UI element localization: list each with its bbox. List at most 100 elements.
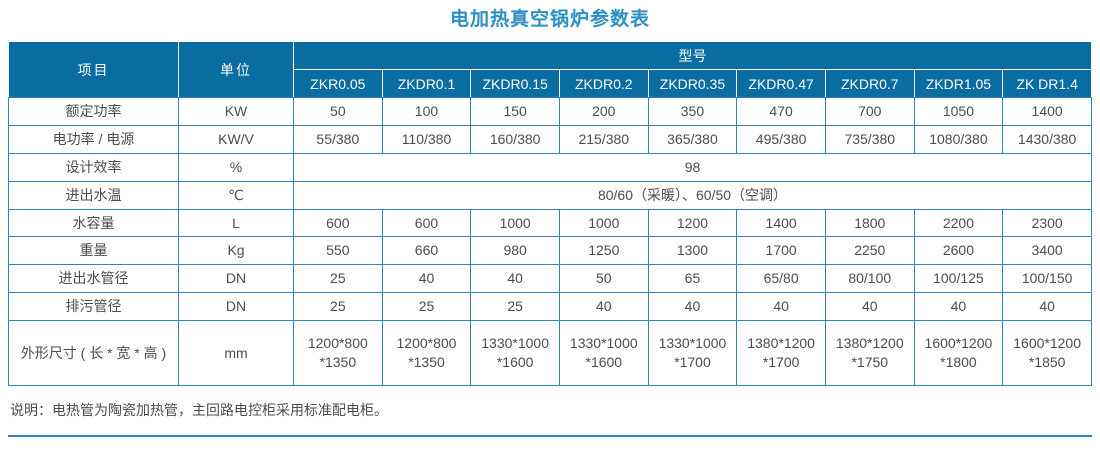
table-row: 水容量 L 600 600 1000 1000 1200 1400 1800 2200 2300 bbox=[8, 208, 1092, 238]
value-cell: 1000 bbox=[470, 208, 560, 238]
value-cell: 1000 bbox=[558, 208, 649, 238]
value-cell: 50 bbox=[293, 97, 383, 126]
row-unit: DN bbox=[178, 292, 294, 322]
value-cell: 700 bbox=[824, 97, 915, 126]
row-item-label: 外形尺寸 ( 长 * 宽 * 高 ) bbox=[8, 320, 179, 387]
value-cell: 40 bbox=[647, 292, 738, 322]
value-cell: 3400 bbox=[1002, 236, 1092, 266]
value-cell: 65/80 bbox=[736, 264, 826, 294]
value-cell: 735/380 bbox=[824, 124, 915, 154]
value-cell: 1330*1000 *1600 bbox=[470, 320, 560, 387]
header-row-group: 项目 单位 型号 bbox=[8, 41, 1092, 98]
model-column-header: ZKDR0.1 bbox=[381, 69, 472, 98]
value-cell: 660 bbox=[381, 236, 472, 266]
model-column-header: ZKDR0.7 bbox=[824, 69, 915, 98]
row-item-label: 排污管径 bbox=[8, 292, 179, 322]
row-unit: mm bbox=[178, 320, 294, 387]
value-cell: 1380*1200 *1700 bbox=[736, 320, 826, 387]
value-cell: 1400 bbox=[736, 208, 826, 238]
model-column-header: ZKDR1.05 bbox=[913, 69, 1004, 98]
model-column-header: ZKDR0.15 bbox=[470, 69, 560, 98]
row-item-label: 水容量 bbox=[8, 208, 179, 238]
table-row: 进出水管径 DN 25 40 40 50 65 65/80 80/100 100/125 100/1… bbox=[8, 264, 1092, 294]
table-row: 外形尺寸 ( 长 * 宽 * 高 ) mm 1200*800 *1350 1200*8… bbox=[8, 320, 1092, 387]
model-column-header: ZKDR0.47 bbox=[736, 69, 826, 98]
merged-value-cell: 98 bbox=[293, 152, 1092, 182]
value-cell: 50 bbox=[558, 264, 649, 294]
table-body: 额定功率 KW 50 100 150 200 350 470 700 1050 1400 电功率 / … bbox=[8, 97, 1092, 387]
value-cell: 1330*1000 *1700 bbox=[647, 320, 738, 387]
boiler-parameters-table: 项目 单位 型号 ZKR0.05 ZKDR0.1 ZKDR0.15 ZKDR0.2 ZK… bbox=[8, 41, 1092, 387]
value-cell: 80/100 bbox=[824, 264, 915, 294]
value-cell: 40 bbox=[736, 292, 826, 322]
value-cell: 350 bbox=[647, 97, 738, 126]
value-cell: 40 bbox=[913, 292, 1004, 322]
row-item-label: 电功率 / 电源 bbox=[8, 124, 179, 154]
table-row: 额定功率 KW 50 100 150 200 350 470 700 1050 1400 bbox=[8, 97, 1092, 126]
row-item-label: 进出水温 bbox=[8, 180, 179, 210]
value-cell: 25 bbox=[381, 292, 472, 322]
value-cell: 1800 bbox=[824, 208, 915, 238]
value-cell: 550 bbox=[293, 236, 383, 266]
value-cell: 1200*800 *1350 bbox=[381, 320, 472, 387]
value-cell: 25 bbox=[293, 292, 383, 322]
value-cell: 200 bbox=[558, 97, 649, 126]
note-text: 说明：电热管为陶瓷加热管，主回路电控柜采用标准配电柜。 bbox=[10, 402, 388, 419]
value-cell: 1600*1200 *1850 bbox=[1002, 320, 1092, 387]
model-column-header: ZKR0.05 bbox=[293, 69, 383, 98]
value-cell: 1200 bbox=[647, 208, 738, 238]
page-title: 电加热真空锅炉参数表 bbox=[449, 9, 650, 30]
column-header-item: 项目 bbox=[8, 41, 179, 98]
value-cell: 25 bbox=[470, 292, 560, 322]
value-cell: 40 bbox=[558, 292, 649, 322]
merged-value-cell: 80/60（采暖）、60/50（空调） bbox=[293, 180, 1092, 210]
model-name-row: ZKR0.05 ZKDR0.1 ZKDR0.15 ZKDR0.2 ZKDR0.35 ZKD… bbox=[9, 69, 1092, 98]
value-cell: 110/380 bbox=[381, 124, 472, 154]
bottom-divider bbox=[8, 435, 1092, 438]
value-cell: 1600*1200 *1800 bbox=[913, 320, 1004, 387]
row-unit: Kg bbox=[178, 236, 294, 266]
table-row: 排污管径 DN 25 25 25 40 40 40 40 40 40 bbox=[8, 292, 1092, 322]
value-cell: 100 bbox=[381, 97, 472, 126]
value-cell: 40 bbox=[1002, 292, 1092, 322]
row-unit: KW bbox=[178, 97, 294, 126]
value-cell: 1330*1000 *1600 bbox=[558, 320, 649, 387]
value-cell: 100/125 bbox=[913, 264, 1004, 294]
row-unit: L bbox=[178, 208, 294, 238]
value-cell: 600 bbox=[381, 208, 472, 238]
row-unit: ℃ bbox=[178, 180, 294, 210]
value-cell: 100/150 bbox=[1002, 264, 1092, 294]
value-cell: 160/380 bbox=[470, 124, 560, 154]
row-unit: KW/V bbox=[178, 124, 294, 154]
value-cell: 150 bbox=[470, 97, 560, 126]
value-cell: 25 bbox=[293, 264, 383, 294]
value-cell: 470 bbox=[736, 97, 826, 126]
table-row: 电功率 / 电源 KW/V 55/380 110/380 160/380 215/380 3… bbox=[8, 124, 1092, 154]
table-row: 设计效率% 98 bbox=[8, 152, 1092, 182]
value-cell: 2250 bbox=[824, 236, 915, 266]
value-cell: 2200 bbox=[913, 208, 1004, 238]
model-column-header: ZKDR0.2 bbox=[558, 69, 649, 98]
value-cell: 1300 bbox=[647, 236, 738, 266]
value-cell: 365/380 bbox=[647, 124, 738, 154]
value-cell: 40 bbox=[381, 264, 472, 294]
row-item-label: 进出水管径 bbox=[8, 264, 179, 294]
value-cell: 980 bbox=[470, 236, 560, 266]
row-item-label: 额定功率 bbox=[8, 97, 179, 126]
column-header-model-group: 型号 bbox=[293, 41, 1092, 70]
value-cell: 1050 bbox=[913, 97, 1004, 126]
value-cell: 495/380 bbox=[736, 124, 826, 154]
table-row: 进出水温 ℃ 80/60（采暖）、60/50（空调） bbox=[8, 180, 1092, 210]
value-cell: 2600 bbox=[913, 236, 1004, 266]
value-cell: 40 bbox=[824, 292, 915, 322]
value-cell: 600 bbox=[293, 208, 383, 238]
model-column-header: ZKDR0.35 bbox=[647, 69, 738, 98]
page: 电加热真空锅炉参数表 项目 单位 型号 ZKR0.05 ZKDR0.1 ZKDR0.… bbox=[0, 4, 1100, 438]
value-cell: 1400 bbox=[1002, 97, 1092, 126]
column-header-unit: 单位 bbox=[178, 41, 294, 98]
value-cell: 40 bbox=[470, 264, 560, 294]
value-cell: 1080/380 bbox=[913, 124, 1004, 154]
value-cell: 55/380 bbox=[293, 124, 383, 154]
value-cell: 1700 bbox=[736, 236, 826, 266]
model-column-header: ZK DR1.4 bbox=[1002, 69, 1092, 98]
